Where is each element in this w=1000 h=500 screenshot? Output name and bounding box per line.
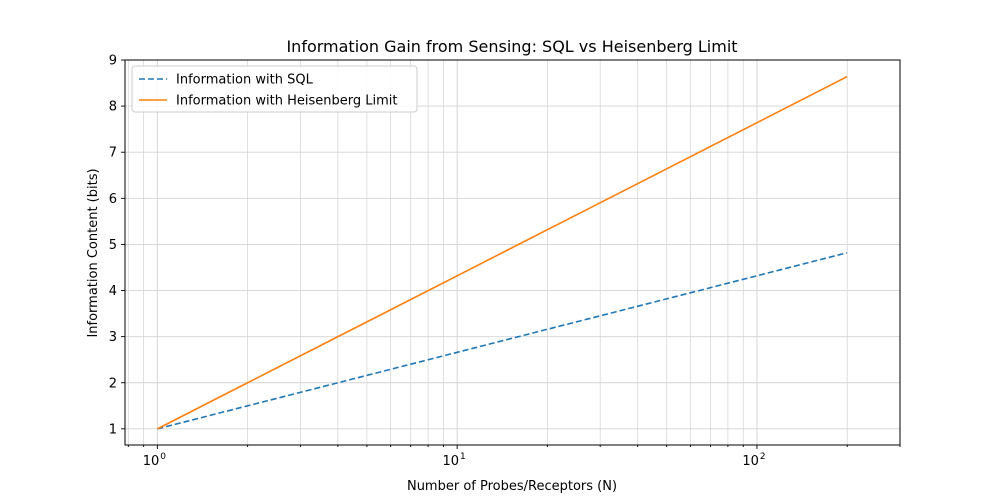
series-layer bbox=[156, 75, 848, 430]
y-tick-label: 2 bbox=[109, 376, 117, 391]
x-tick-label: 100 bbox=[143, 452, 167, 469]
chart-title: Information Gain from Sensing: SQL vs He… bbox=[286, 37, 737, 56]
ticks: 1 2 3 4 5 6 7 8 9 100 101 102 bbox=[109, 54, 901, 469]
y-axis-label: Information Content (bits) bbox=[86, 168, 101, 337]
y-tick-label: 4 bbox=[109, 284, 117, 299]
legend-label: Information with Heisenberg Limit bbox=[176, 94, 397, 109]
legend-label: Information with SQL bbox=[176, 73, 314, 88]
grid bbox=[125, 59, 901, 445]
x-axis-label: Number of Probes/Receptors (N) bbox=[407, 479, 617, 494]
series-line-1 bbox=[157, 251, 848, 430]
legend-box bbox=[131, 65, 418, 113]
series-line-2 bbox=[156, 75, 848, 430]
legend: Information with SQL Information with Hei… bbox=[131, 65, 418, 113]
y-tick-label: 8 bbox=[109, 100, 117, 115]
y-tick-label: 6 bbox=[109, 192, 117, 207]
x-tick-label: 101 bbox=[443, 452, 466, 469]
plot-frame bbox=[124, 59, 901, 446]
y-tick-label: 3 bbox=[109, 330, 117, 345]
y-tick-label: 7 bbox=[109, 146, 117, 161]
y-tick-label: 1 bbox=[109, 422, 117, 437]
x-tick-label: 102 bbox=[742, 452, 765, 469]
y-tick-label: 9 bbox=[109, 54, 117, 69]
y-tick-label: 5 bbox=[109, 238, 117, 253]
